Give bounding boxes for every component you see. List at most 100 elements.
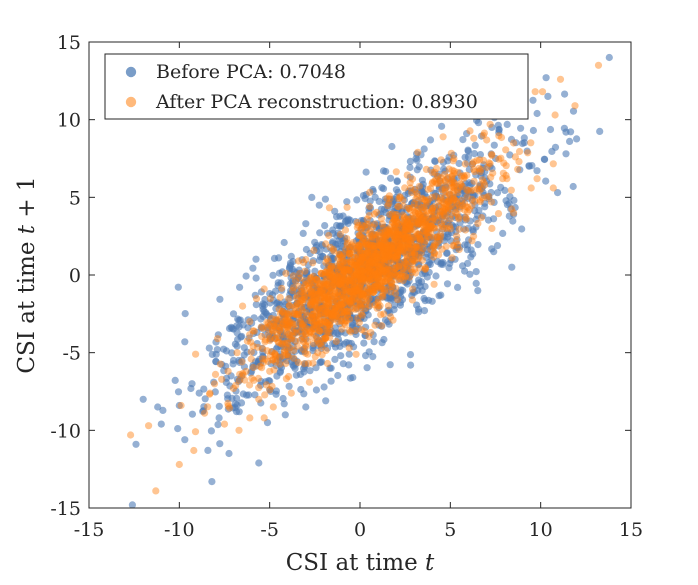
data-point: [309, 297, 317, 305]
data-point: [450, 179, 458, 187]
data-point: [409, 234, 417, 242]
data-point: [441, 177, 449, 185]
data-point: [328, 272, 336, 280]
data-point: [396, 267, 404, 275]
data-point: [349, 281, 358, 289]
data-point: [392, 251, 400, 259]
data-point: [284, 319, 292, 327]
data-point: [410, 199, 418, 207]
data-point: [231, 340, 239, 348]
data-point: [388, 280, 396, 288]
data-point: [316, 320, 324, 328]
data-point: [355, 242, 364, 250]
data-point: [386, 309, 394, 317]
data-point: [320, 286, 328, 295]
data-point: [262, 381, 271, 389]
data-point: [214, 335, 222, 343]
data-point: [405, 215, 413, 223]
data-point: [341, 329, 349, 337]
data-point: [312, 274, 320, 282]
data-point: [282, 269, 290, 277]
data-point: [325, 328, 333, 336]
data-point: [509, 217, 517, 225]
data-point: [487, 173, 495, 181]
data-point: [259, 345, 267, 353]
y-tick-label: -10: [50, 420, 81, 442]
data-point: [280, 346, 289, 354]
data-point: [411, 248, 419, 256]
data-point: [443, 249, 451, 257]
data-point: [398, 208, 406, 216]
data-point: [362, 238, 370, 246]
data-point: [450, 181, 459, 190]
data-point: [336, 281, 344, 289]
data-point: [422, 253, 430, 261]
data-point: [510, 196, 518, 204]
data-point: [502, 146, 510, 154]
data-point: [266, 290, 274, 298]
data-point: [371, 262, 379, 270]
data-point: [385, 199, 393, 208]
data-point: [311, 353, 319, 361]
data-point: [384, 252, 392, 261]
data-point: [397, 235, 405, 243]
data-point: [394, 251, 402, 259]
data-point: [154, 403, 162, 411]
data-point: [379, 246, 387, 254]
legend-label-before-pca: Before PCA: 0.7048: [156, 61, 346, 83]
data-point: [310, 246, 318, 254]
data-point: [325, 295, 333, 303]
data-point: [302, 220, 310, 228]
data-point: [366, 271, 374, 279]
data-point: [465, 165, 473, 174]
data-point: [411, 188, 419, 196]
data-point: [326, 277, 334, 285]
data-point: [352, 280, 360, 288]
data-point: [305, 316, 313, 325]
data-point: [181, 310, 189, 318]
data-point: [474, 241, 482, 249]
data-point: [428, 207, 436, 215]
data-point: [267, 360, 275, 368]
data-point: [349, 275, 357, 283]
data-point: [295, 282, 303, 290]
data-point: [461, 199, 469, 208]
data-point: [365, 265, 373, 273]
data-point: [398, 269, 406, 277]
data-point: [361, 249, 369, 257]
data-point: [313, 276, 321, 284]
data-point: [390, 253, 399, 261]
data-point: [433, 228, 441, 236]
data-point: [314, 287, 323, 295]
data-point: [339, 257, 347, 266]
data-point: [378, 271, 386, 280]
data-point: [387, 234, 395, 242]
data-point: [276, 324, 284, 332]
data-point: [478, 176, 487, 184]
data-point: [407, 265, 415, 274]
data-point: [390, 252, 398, 260]
data-point: [364, 273, 372, 281]
data-point: [270, 254, 279, 262]
data-point: [414, 255, 422, 263]
data-point: [509, 209, 518, 217]
data-point: [439, 158, 447, 166]
data-point: [378, 339, 386, 347]
data-point: [464, 186, 472, 194]
data-point: [439, 198, 447, 206]
data-point: [377, 285, 385, 293]
data-point: [343, 203, 351, 211]
data-point: [348, 272, 356, 280]
data-point: [424, 195, 433, 204]
data-point: [220, 345, 228, 353]
data-point: [407, 184, 415, 192]
data-point: [517, 124, 525, 132]
data-point: [408, 217, 416, 225]
data-point: [399, 232, 407, 240]
data-point: [312, 287, 320, 295]
data-point: [152, 487, 160, 495]
data-point: [362, 241, 370, 249]
data-point: [396, 276, 404, 284]
x-tick-label: -10: [164, 519, 195, 541]
data-point: [405, 244, 413, 252]
